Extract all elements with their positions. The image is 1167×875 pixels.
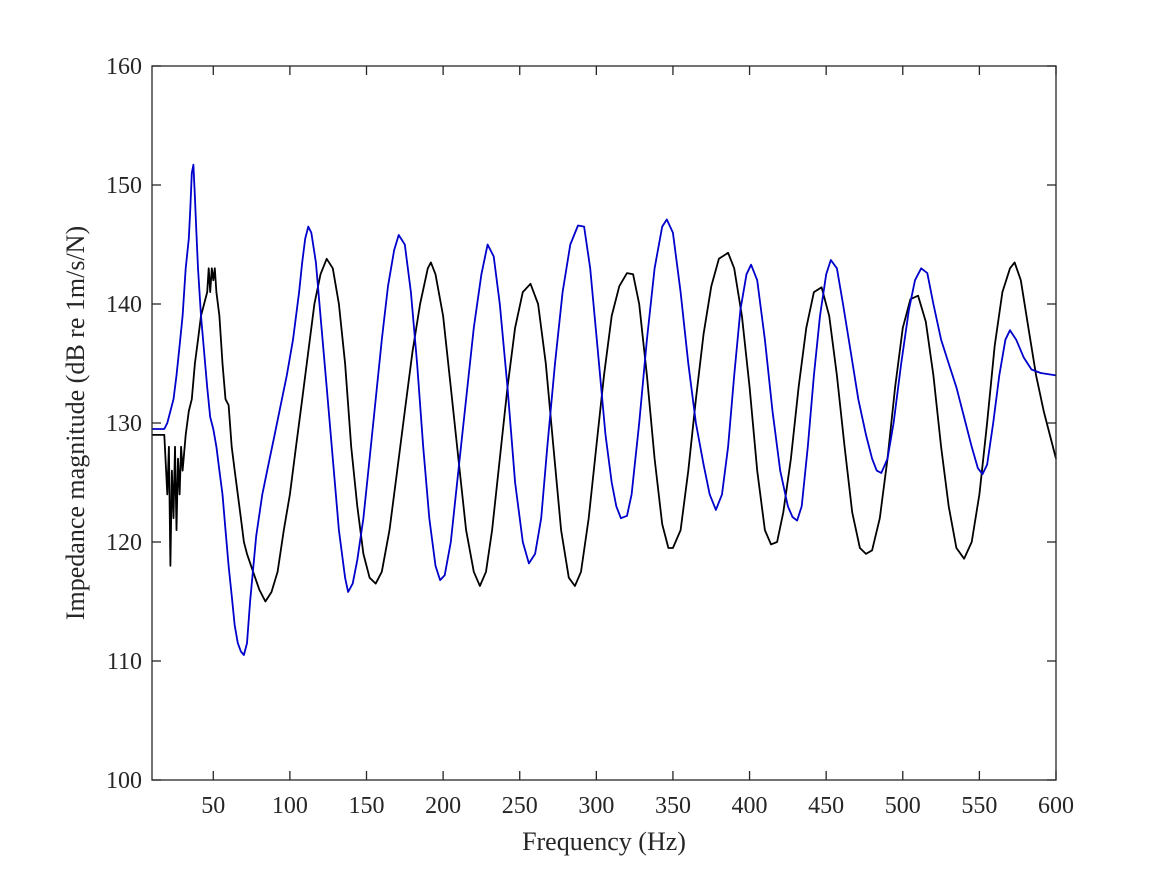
y-tick-label: 100 [106,768,142,794]
y-tick-label: 120 [106,530,142,556]
x-tick-label: 300 [578,793,614,819]
x-tick-label: 400 [732,793,768,819]
ticks-layer: 50 100 150 200 250 300 350 400 450 500 550 600 100 11… [106,54,1074,819]
y-tick-label: 130 [106,411,142,437]
x-tick-label: 450 [808,793,844,819]
x-tick-label: 350 [655,793,691,819]
x-tick-label: 550 [961,793,997,819]
series-line-2 [152,163,1057,656]
x-tick-label: 200 [425,793,461,819]
y-tick-label: 150 [106,173,142,199]
x-tick-label: 500 [885,793,921,819]
y-tick-label: 160 [106,54,142,80]
x-tick-label: 250 [502,793,538,819]
y-tick-label: 140 [106,292,142,318]
y-tick-label: 110 [107,649,142,675]
series-line-1 [152,251,1057,603]
x-tick-label: 100 [272,793,308,819]
x-tick-label: 600 [1038,793,1074,819]
x-tick-label: 50 [201,793,225,819]
axes-box [151,65,1057,781]
x-axis-label: Frequency (Hz) [522,827,686,856]
x-tick-label: 150 [349,793,385,819]
series-layer [152,163,1057,656]
y-axis-label: Impedance magnitude (dB re 1m/s/N) [61,226,90,620]
